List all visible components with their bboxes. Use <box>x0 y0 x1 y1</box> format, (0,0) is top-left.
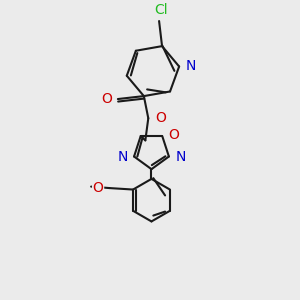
Text: O: O <box>93 181 104 195</box>
Text: N: N <box>117 149 128 164</box>
Text: O: O <box>169 128 180 142</box>
Text: Cl: Cl <box>154 3 167 16</box>
Text: O: O <box>101 92 112 106</box>
Text: N: N <box>176 149 186 164</box>
Text: N: N <box>186 59 196 74</box>
Text: O: O <box>155 111 166 125</box>
